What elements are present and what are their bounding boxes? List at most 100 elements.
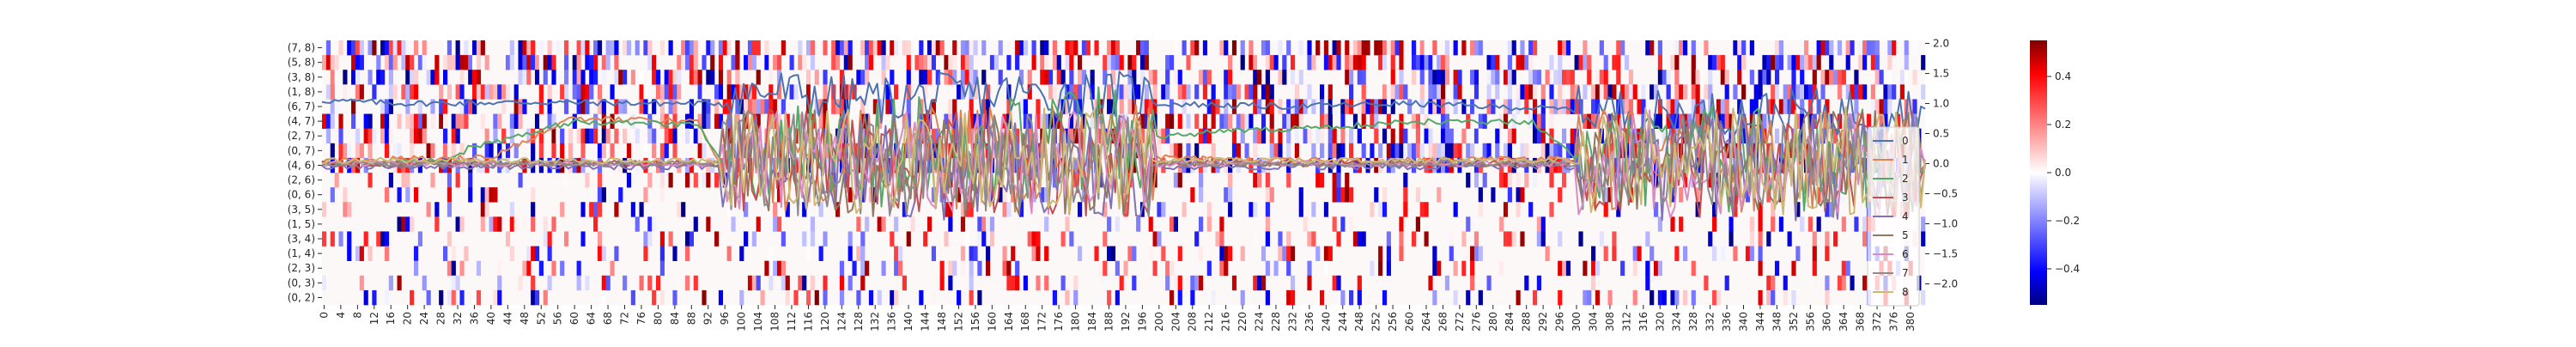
heatmap-cell — [614, 99, 619, 114]
x-tick-label: 48 — [519, 312, 531, 325]
heatmap-cell — [1570, 128, 1575, 144]
heatmap-cell — [618, 99, 623, 114]
heatmap-cell — [1562, 260, 1567, 277]
heatmap-cell — [1244, 143, 1249, 159]
heatmap-cell — [1712, 289, 1717, 306]
heatmap-cell — [626, 173, 632, 188]
heatmap-cell — [1278, 70, 1283, 85]
heatmap-cell — [659, 99, 665, 114]
heatmap-cell — [1002, 187, 1007, 203]
heatmap-cell — [1219, 260, 1224, 277]
heatmap-cell — [1269, 187, 1274, 203]
heatmap-cell — [1340, 70, 1346, 85]
heatmap-cell — [1432, 289, 1437, 306]
heatmap-cell — [1394, 84, 1400, 100]
y2-tick-label: 2.0 — [1933, 38, 1949, 50]
heatmap-cell — [823, 84, 828, 100]
heatmap-cell — [322, 231, 327, 247]
heatmap-cell — [831, 55, 836, 70]
heatmap-cell — [397, 113, 402, 129]
heatmap-cell — [802, 99, 807, 114]
heatmap-cell — [1048, 70, 1054, 85]
heatmap-cell — [338, 40, 343, 56]
heatmap-cell — [731, 84, 736, 100]
heatmap-cell — [563, 84, 569, 100]
heatmap-cell — [1407, 99, 1413, 114]
heatmap-cell — [872, 40, 878, 56]
heatmap-cell — [430, 70, 435, 85]
heatmap-cell — [597, 84, 603, 100]
x-tick-label: 224 — [1254, 312, 1266, 332]
heatmap-cell — [368, 113, 373, 129]
heatmap-cell — [355, 84, 361, 100]
heatmap-cell — [413, 187, 419, 203]
heatmap-cell — [1103, 202, 1108, 217]
heatmap-cell — [1574, 55, 1579, 70]
heatmap-cell — [1115, 55, 1120, 70]
heatmap-cell — [773, 216, 778, 232]
heatmap-cell — [497, 84, 502, 100]
heatmap-cell — [948, 260, 953, 277]
heatmap-cell — [580, 99, 586, 114]
heatmap-cell — [455, 275, 460, 291]
heatmap-cell — [1670, 55, 1675, 70]
heatmap-cell — [989, 216, 995, 232]
legend-label: 2 — [1902, 173, 1909, 185]
x-tick-label: 320 — [1654, 312, 1666, 332]
heatmap-cell — [1298, 202, 1303, 217]
heatmap-cell — [405, 99, 410, 114]
heatmap-cell — [1850, 173, 1855, 188]
heatmap-cell — [1286, 289, 1291, 306]
row-label: (2, 7) — [288, 130, 315, 142]
heatmap-cell — [388, 40, 393, 56]
legend-label: 1 — [1902, 154, 1909, 166]
heatmap-cell — [1553, 70, 1558, 85]
heatmap-cell — [781, 40, 786, 56]
heatmap-cell — [1695, 187, 1700, 203]
heatmap-cell — [793, 289, 799, 306]
heatmap-cell — [1040, 40, 1045, 56]
heatmap-cell — [1516, 187, 1521, 203]
heatmap-cell — [1386, 84, 1391, 100]
heatmap-cell — [969, 55, 974, 70]
heatmap-cell — [522, 216, 527, 232]
heatmap-cell — [338, 231, 343, 247]
x-tick-label: 136 — [886, 312, 898, 332]
heatmap-cell — [1758, 231, 1763, 247]
heatmap-cell — [1607, 289, 1613, 306]
x-tick-label: 120 — [819, 312, 831, 332]
heatmap-cell — [534, 99, 540, 114]
heatmap-cell — [392, 40, 398, 56]
heatmap-cell — [1437, 84, 1442, 100]
x-tick-label: 184 — [1086, 312, 1098, 332]
heatmap-cell — [1323, 113, 1329, 129]
heatmap-cell — [672, 113, 677, 129]
heatmap-cell — [1800, 113, 1805, 129]
heatmap-cell — [823, 231, 828, 247]
heatmap-cell — [1018, 202, 1024, 217]
heatmap-cell — [580, 84, 586, 100]
heatmap-cell — [1841, 187, 1846, 203]
heatmap-cell — [897, 246, 903, 261]
heatmap-cell — [1478, 289, 1483, 306]
row-label: (2, 3) — [288, 262, 315, 274]
heatmap-cell — [1791, 99, 1796, 114]
heatmap-cell — [410, 289, 415, 306]
heatmap-cell — [1273, 143, 1279, 159]
heatmap-cell — [551, 113, 556, 129]
heatmap-cell — [1562, 70, 1567, 85]
x-tick-label: 256 — [1387, 312, 1399, 332]
x-tick-label: 292 — [1537, 312, 1549, 332]
heatmap-cell — [1136, 216, 1141, 232]
heatmap-cell — [1461, 260, 1467, 277]
heatmap-cell — [325, 55, 331, 70]
heatmap-cell — [585, 99, 590, 114]
heatmap-cell — [1399, 231, 1404, 247]
heatmap-cell — [986, 260, 991, 277]
heatmap-cell — [684, 128, 690, 144]
heatmap-cell — [1620, 260, 1625, 277]
heatmap-cell — [1006, 55, 1012, 70]
heatmap-cell — [1340, 99, 1346, 114]
heatmap-cell — [1558, 99, 1563, 114]
heatmap-cell — [1612, 231, 1617, 247]
